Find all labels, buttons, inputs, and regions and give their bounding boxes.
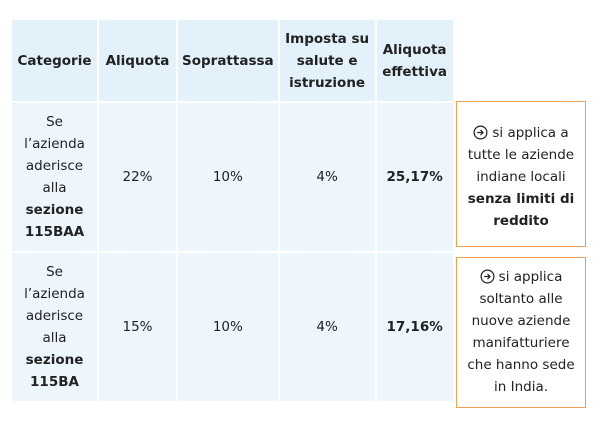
cell: 17,16%: [374, 251, 455, 403]
category-text: Se l’azienda aderisce alla: [24, 264, 85, 346]
cell: 10%: [176, 101, 280, 253]
category-text: Se l’azienda aderisce alla: [24, 114, 85, 196]
arrow-icon: [473, 125, 488, 140]
note-text: si applica soltanto alle nuove aziende m…: [467, 269, 575, 395]
tax-table: Categorie Aliquota Soprattassa Imposta s…: [10, 18, 455, 403]
category-cell: Se l’azienda aderisce alla sezione 115BA: [10, 251, 99, 403]
header-cell: Imposta su salute e istruzione: [277, 18, 377, 103]
header-cell: Categorie: [10, 18, 99, 103]
cell: 22%: [97, 101, 178, 253]
note: si applica a tutte le aziende indiane lo…: [456, 101, 586, 247]
row: Se l’azienda aderisce alla sezione 115BAA…: [10, 101, 455, 253]
cell: 25,17%: [374, 101, 455, 253]
note-bold: senza limiti di reddito: [467, 191, 575, 229]
cell: 4%: [277, 101, 377, 253]
header-cell: Soprattassa: [176, 18, 280, 103]
category-section: sezione 115BA: [25, 352, 84, 390]
cell: 4%: [277, 251, 377, 403]
arrow-icon: [480, 269, 495, 284]
header-row: Categorie Aliquota Soprattassa Imposta s…: [10, 18, 455, 103]
note-body: si applica a tutte le aziende indiane lo…: [461, 122, 581, 232]
note-body: si applica soltanto alle nuove aziende m…: [461, 266, 581, 398]
header-cell: Aliquota effettiva: [374, 18, 455, 103]
note: si applica soltanto alle nuove aziende m…: [456, 257, 586, 408]
category-section: sezione 115BAA: [24, 202, 85, 240]
note-text: si applica a tutte le aziende indiane lo…: [467, 125, 575, 185]
cell: 10%: [176, 251, 280, 403]
row: Se l’azienda aderisce alla sezione 115BA …: [10, 251, 455, 403]
category-cell: Se l’azienda aderisce alla sezione 115BAA: [10, 101, 99, 253]
cell: 15%: [97, 251, 178, 403]
header-cell: Aliquota: [97, 18, 178, 103]
